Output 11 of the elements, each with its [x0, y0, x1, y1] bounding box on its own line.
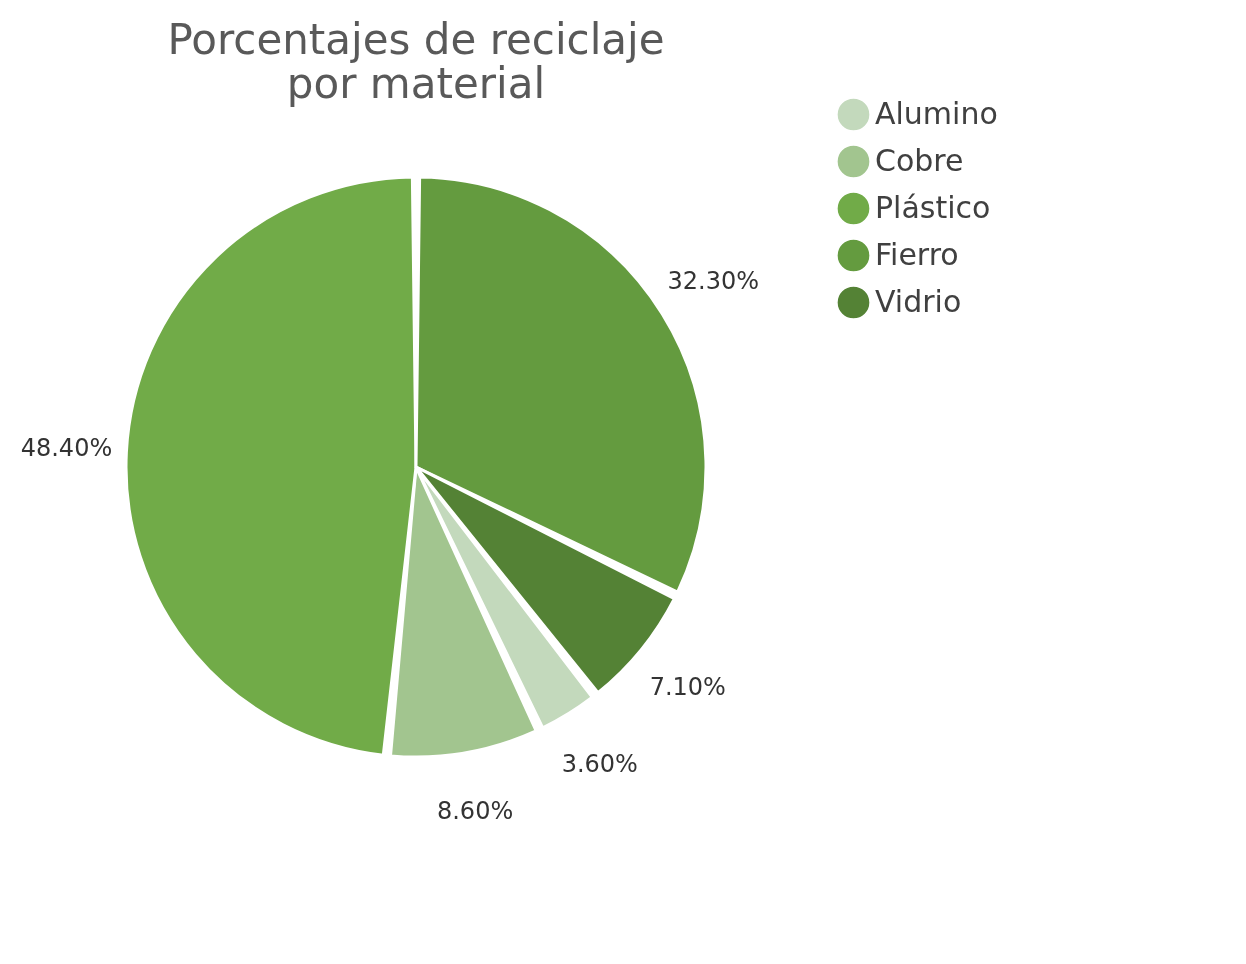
legend-label: Cobre: [875, 142, 964, 178]
data-label: 8.60%: [436, 796, 514, 825]
legend-label: Alumino: [875, 95, 998, 131]
chart-title: Porcentajes de reciclaje por material: [167, 15, 665, 108]
legend-label: Vidrio: [875, 283, 962, 319]
data-label: 3.60%: [561, 749, 638, 778]
legend-label: Fierro: [875, 236, 959, 272]
data-label: 48.40%: [20, 434, 113, 463]
data-label: 7.10%: [649, 672, 726, 701]
data-label: 32.30%: [667, 267, 760, 296]
legend-label: Plástico: [875, 189, 991, 225]
